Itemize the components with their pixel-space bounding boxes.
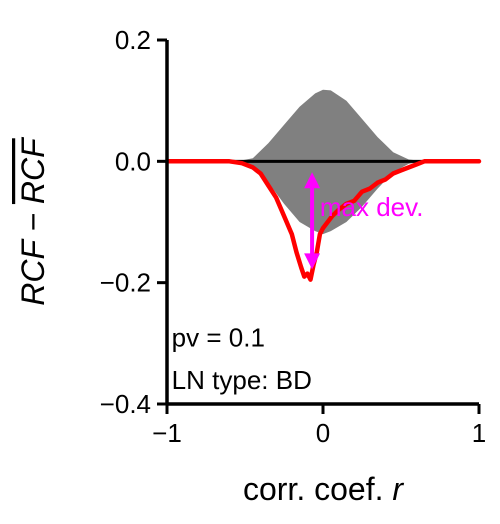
x-tick-label: 1 — [472, 418, 486, 448]
y-tick-label: −0.4 — [100, 389, 151, 419]
chart-labels: RCF − RCF corr. coef. r max dev. pv = 0.1… — [15, 25, 486, 507]
y-axis-label-left: RCF − — [15, 204, 51, 306]
pv-label: pv = 0.1 — [172, 322, 265, 352]
y-tick-label: −0.2 — [100, 268, 151, 298]
y-axis-label: RCF − RCF — [15, 136, 51, 306]
x-axis-label: corr. coef. r — [243, 471, 404, 507]
x-tick-label: −1 — [152, 418, 182, 448]
y-tick-label: 0.2 — [115, 25, 151, 55]
x-axis-label-text: corr. coef. — [243, 471, 392, 507]
max-dev-label: max dev. — [320, 192, 424, 222]
rcf-deviation-line — [164, 159, 482, 282]
x-axis-label-variable: r — [392, 471, 404, 507]
axes — [157, 38, 481, 414]
y-tick-label: 0.0 — [115, 146, 151, 176]
plot-area — [164, 89, 482, 282]
max-dev-arrow-head-top — [304, 172, 321, 189]
x-tick-label: 0 — [316, 418, 330, 448]
y-axis-label-overlined: RCF — [15, 136, 51, 204]
ln-type-label: LN type: BD — [172, 365, 312, 395]
max-dev-arrow-head-bottom — [304, 253, 321, 270]
